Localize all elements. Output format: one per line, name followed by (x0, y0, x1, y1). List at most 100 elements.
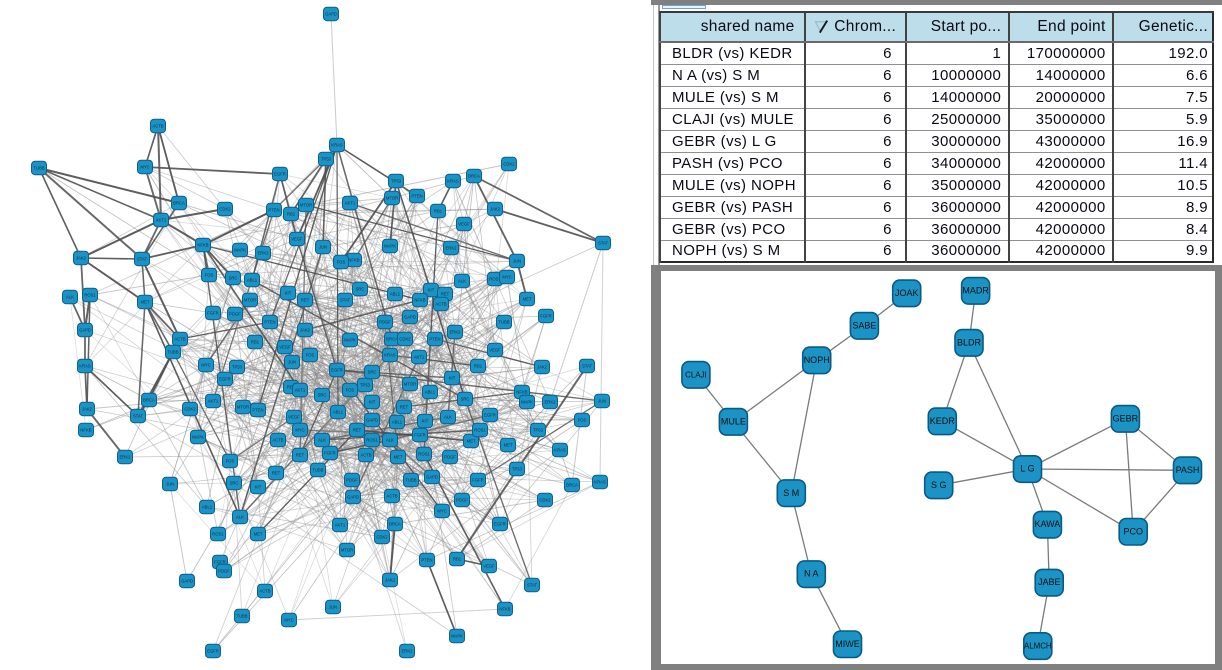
svg-text:STAT: STAT (137, 257, 148, 262)
svg-text:FOS: FOS (337, 260, 346, 265)
svg-text:ACTB: ACTB (259, 589, 270, 594)
svg-text:KIT: KIT (449, 376, 456, 381)
svg-text:MET: MET (394, 455, 403, 460)
svg-text:ALK: ALK (444, 415, 452, 420)
svg-text:ACTB: ACTB (152, 124, 163, 129)
svg-text:MULE: MULE (721, 416, 746, 426)
svg-text:RET: RET (301, 298, 310, 303)
svg-text:SRC: SRC (318, 393, 327, 398)
svg-text:ACTB: ACTB (435, 302, 446, 307)
svg-text:ALK: ALK (318, 438, 326, 443)
svg-text:EGFR: EGFR (207, 649, 219, 654)
svg-text:MET: MET (254, 532, 263, 537)
svg-text:JABE: JABE (1038, 577, 1061, 587)
svg-text:PDGF: PDGF (444, 455, 456, 460)
svg-text:PDGF: PDGF (346, 478, 358, 483)
svg-text:TUBB: TUBB (167, 350, 178, 355)
svg-text:STAT: STAT (340, 298, 351, 303)
svg-text:FOS: FOS (346, 388, 355, 393)
svg-text:BRCA: BRCA (468, 174, 480, 179)
svg-text:MAPK: MAPK (521, 400, 533, 405)
svg-text:JUN: JUN (513, 259, 521, 264)
svg-text:CDK2: CDK2 (399, 337, 411, 342)
svg-text:ABL1: ABL1 (333, 410, 344, 415)
svg-text:MAPK: MAPK (234, 248, 246, 253)
svg-text:ALK: ALK (386, 438, 394, 443)
svg-text:RB1: RB1 (287, 212, 296, 217)
svg-text:PCO: PCO (1123, 526, 1143, 536)
svg-text:FGFR: FGFR (414, 433, 425, 438)
svg-text:KRAS: KRAS (384, 353, 396, 358)
svg-text:JAK2: JAK2 (82, 407, 93, 412)
svg-text:AKT1: AKT1 (335, 523, 346, 528)
svg-text:FGFR: FGFR (472, 478, 483, 483)
svg-text:FOS: FOS (205, 273, 214, 278)
svg-text:TUBB: TUBB (405, 478, 416, 483)
svg-text:SABE: SABE (852, 320, 876, 330)
svg-text:RET: RET (296, 453, 305, 458)
svg-text:GAPD: GAPD (404, 315, 416, 320)
svg-text:FOS: FOS (226, 459, 235, 464)
svg-text:PTEN: PTEN (264, 320, 275, 325)
svg-text:ALMCH: ALMCH (1024, 641, 1052, 650)
svg-text:MTOR: MTOR (386, 196, 398, 201)
svg-text:EGFR: EGFR (274, 172, 286, 177)
svg-text:KRAS: KRAS (594, 480, 606, 485)
svg-text:MAPK: MAPK (192, 435, 204, 440)
svg-text:NFKB: NFKB (197, 243, 208, 248)
svg-text:MET: MET (504, 443, 513, 448)
svg-text:TUBB: TUBB (236, 614, 247, 619)
svg-text:KIT: KIT (422, 419, 429, 424)
svg-text:GAPD: GAPD (366, 418, 378, 423)
svg-text:ALK: ALK (236, 515, 244, 520)
svg-text:FGFR: FGFR (540, 314, 551, 319)
svg-text:SRC: SRC (368, 370, 377, 375)
svg-text:MYC: MYC (295, 428, 304, 433)
svg-text:KRAS: KRAS (331, 143, 343, 148)
svg-text:VEGF: VEGF (483, 564, 495, 569)
svg-text:FGFR: FGFR (324, 451, 335, 456)
svg-text:TP53: TP53 (512, 467, 523, 472)
svg-text:MTOR: MTOR (237, 405, 249, 410)
svg-text:TUBB: TUBB (312, 468, 323, 473)
svg-text:N A: N A (804, 568, 819, 578)
svg-text:CDK2: CDK2 (376, 535, 388, 540)
svg-text:RB1: RB1 (434, 209, 443, 214)
svg-text:KRAS: KRAS (554, 448, 566, 453)
svg-text:PTEN: PTEN (411, 194, 422, 199)
svg-text:GAPD: GAPD (347, 495, 359, 500)
svg-text:ACTB: ACTB (272, 438, 283, 443)
svg-text:KEDR: KEDR (930, 415, 956, 425)
svg-text:RB1: RB1 (474, 364, 483, 369)
svg-text:MYC: MYC (201, 363, 210, 368)
svg-text:KIT: KIT (369, 400, 376, 405)
svg-text:MYC: MYC (502, 275, 511, 280)
svg-text:PTEN: PTEN (429, 337, 440, 342)
svg-text:VEGF: VEGF (458, 222, 470, 227)
svg-text:JAK2: JAK2 (537, 365, 548, 370)
svg-text:KIT: KIT (285, 291, 292, 296)
svg-text:ROS1: ROS1 (366, 438, 378, 443)
svg-text:ERK2: ERK2 (120, 455, 132, 460)
svg-text:PDGF: PDGF (379, 320, 391, 325)
svg-text:RET: RET (353, 428, 362, 433)
svg-text:ACTB: ACTB (360, 453, 371, 458)
svg-text:MAPK: MAPK (384, 244, 396, 249)
svg-text:ERK2: ERK2 (446, 246, 458, 251)
svg-text:S G: S G (931, 479, 947, 489)
svg-text:JUN: JUN (166, 482, 174, 487)
svg-text:TUBB: TUBB (498, 320, 509, 325)
svg-text:ABL1: ABL1 (247, 278, 258, 283)
svg-text:KRAS: KRAS (79, 364, 91, 369)
svg-text:TP53: TP53 (391, 179, 402, 184)
svg-text:ALK: ALK (458, 279, 466, 284)
svg-text:MET: MET (523, 297, 532, 302)
svg-text:BRCA: BRCA (566, 483, 578, 488)
svg-text:KIT: KIT (255, 485, 262, 490)
svg-text:VEGF: VEGF (279, 345, 291, 350)
svg-text:RB1: RB1 (251, 340, 260, 345)
svg-text:RET: RET (272, 471, 281, 476)
svg-text:NFKB: NFKB (414, 298, 425, 303)
svg-text:AKT1: AKT1 (345, 201, 356, 206)
svg-text:FGFR: FGFR (214, 560, 225, 565)
